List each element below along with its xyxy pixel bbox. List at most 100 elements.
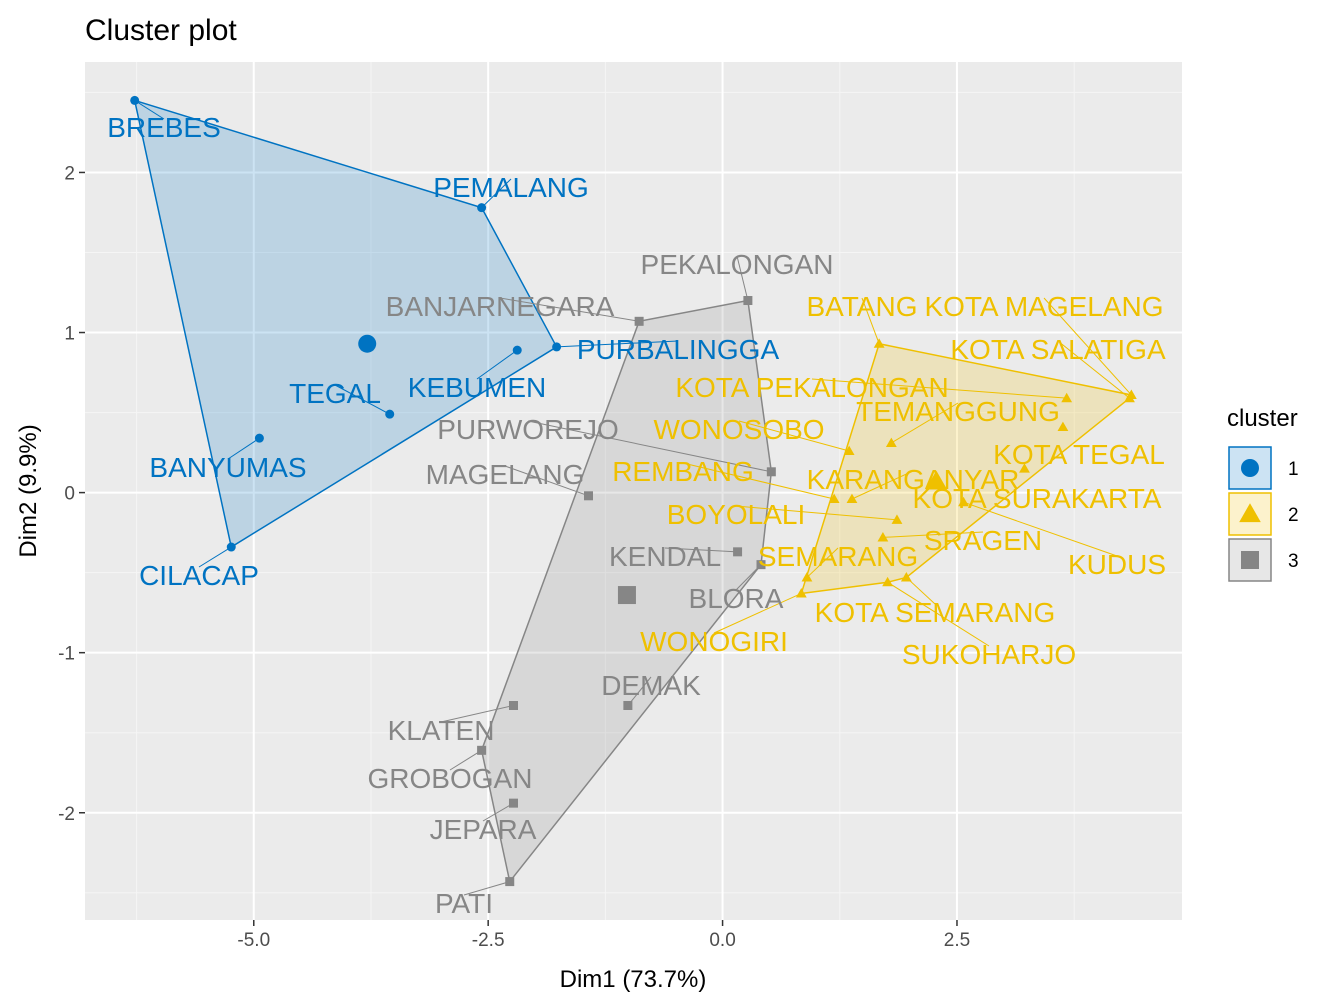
point-label: PATI (435, 888, 493, 919)
data-point (1019, 463, 1030, 473)
data-point (828, 493, 840, 504)
data-point (1061, 392, 1073, 403)
grid-lines (85, 62, 1182, 920)
data-point (385, 409, 395, 419)
point-label: WONOSOBO (653, 414, 824, 445)
data-point (505, 877, 515, 887)
data-points (130, 95, 1137, 887)
x-tick-label: 0.0 (709, 930, 735, 951)
data-point (512, 345, 522, 355)
legend-symbol-3 (1241, 551, 1259, 569)
axis-ticks: -5.0 -2.5 0.0 2.5 -2 -1 0 1 2 (58, 163, 970, 951)
point-label: PEMALANG (433, 172, 589, 203)
point-label: SRAGEN (924, 525, 1042, 556)
point-label: TEGAL (289, 378, 381, 409)
leader-line (449, 749, 482, 771)
data-point (873, 338, 885, 348)
point-label: KOTA PEKALONGAN (675, 372, 948, 403)
x-tick-label: -5.0 (237, 930, 270, 951)
leader-line (1057, 340, 1130, 399)
point-label: CILACAP (139, 560, 259, 591)
point-label: MAGELANG (426, 459, 585, 490)
data-point (552, 342, 562, 352)
leader-line (499, 297, 640, 322)
leader-line (806, 547, 839, 578)
leader-line (713, 592, 802, 634)
leader-line (887, 581, 990, 647)
leader-line (882, 531, 984, 538)
data-point (1124, 392, 1135, 403)
x-tick-label: -2.5 (472, 930, 505, 951)
leader-line (334, 384, 390, 415)
leader-line (664, 547, 738, 553)
y-tick-label: -1 (58, 644, 75, 665)
point-label: PURWOREJO (437, 414, 619, 445)
leader-line (736, 255, 749, 301)
data-point (1057, 421, 1069, 432)
cluster-1-points (130, 95, 562, 552)
data-point (766, 467, 776, 477)
y-tick-label: 1 (64, 324, 75, 345)
leader-line (738, 420, 850, 452)
legend-marker (1241, 551, 1259, 569)
data-point (891, 514, 903, 524)
data-point (477, 203, 487, 213)
y-tick-label: -2 (58, 804, 75, 825)
legend-label: 2 (1288, 505, 1299, 526)
point-label: KOTA TEGAL (993, 439, 1165, 470)
point-label: BREBES (107, 112, 221, 143)
leader-line (198, 546, 232, 568)
point-label: DEMAK (601, 670, 701, 701)
leader-line (134, 99, 165, 120)
point-label: JEPARA (430, 814, 537, 845)
y-tick-label: 2 (64, 163, 75, 184)
leader-line (627, 676, 652, 706)
data-point (743, 296, 753, 306)
point-label: BANYUMAS (149, 452, 306, 483)
leader-line (851, 470, 914, 500)
leader-line (906, 577, 936, 605)
leader-line (735, 505, 898, 521)
point-label: BOYOLALI (667, 499, 806, 530)
data-point (583, 491, 593, 501)
plot-panel (85, 62, 1182, 920)
point-label: KENDAL (609, 541, 721, 572)
cluster-3-points (477, 296, 776, 887)
leader-line (861, 297, 880, 344)
cluster-hulls (133, 99, 1133, 884)
point-label: SEMARANG (758, 541, 918, 572)
data-point (623, 701, 633, 710)
point-label: KOTA SALATIGA (950, 334, 1166, 365)
data-point (733, 547, 743, 557)
legend-marker (1241, 459, 1259, 477)
data-point (795, 588, 807, 598)
leader-line (682, 462, 835, 500)
data-point (130, 95, 140, 105)
data-point (900, 572, 912, 582)
x-tick-label: 2.5 (944, 930, 970, 951)
leader-line (440, 705, 514, 723)
data-point (877, 532, 889, 542)
cluster-2-points (795, 338, 1137, 598)
point-label: KOTA MAGELANG (924, 291, 1163, 322)
point-labels: BREBES PEMALANG PURBALINGGA KEBUMEN TEGAL BAN… (107, 112, 1166, 919)
point-label: BANJARNEGARA (386, 291, 615, 322)
point-label: KLATEN (388, 715, 495, 746)
leader-line (504, 465, 589, 497)
chart-title: Cluster plot (85, 14, 237, 47)
leader-line (891, 402, 959, 444)
point-label: GROBOGAN (368, 763, 533, 794)
point-label: KARANGANYAR (807, 464, 1020, 495)
legend-symbol-1 (1241, 459, 1259, 477)
legend-label: 1 (1288, 459, 1299, 480)
point-label: KOTA SEMARANG (815, 597, 1056, 628)
legend-marker (1239, 503, 1261, 523)
legend-label: 3 (1288, 551, 1299, 572)
point-label: BLORA (689, 583, 784, 614)
point-label: PEKALONGAN (641, 249, 834, 280)
data-point (508, 798, 518, 808)
data-point (882, 576, 893, 587)
data-point (508, 701, 518, 710)
x-axis-title: Dim1 (73.7%) (560, 966, 707, 993)
